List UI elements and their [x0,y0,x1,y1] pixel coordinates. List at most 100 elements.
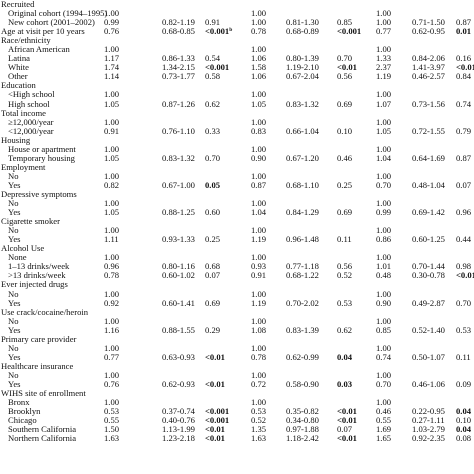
p-value-3-text: 0.07 [456,179,472,190]
odds-ratio-3: 0.70 [376,379,391,389]
row-label: Yes [8,324,21,335]
p-value-1-text: 0.60 [205,207,221,218]
odds-ratio-2: 1.00 [251,226,266,235]
row-label: Yes [8,207,21,218]
confidence-interval-1: 0.37-0.74 [162,407,195,416]
odds-ratio-3-text: 1.00 [376,342,392,353]
odds-ratio-2: 1.00 [251,171,266,181]
table-row: No 1.00 1.00 1.00 [0,289,474,299]
odds-ratio-2: 1.08 [251,325,266,335]
odds-ratio-3-text: 1.33 [376,53,392,64]
confidence-interval-1-text: 0.60-1.41 [162,297,195,308]
p-value-1: 0.69 [205,298,220,308]
p-value-2: 0.69 [337,208,352,217]
confidence-interval-2-text: 0.77-1.18 [286,261,319,272]
p-value-3: 0.96 [456,208,471,217]
confidence-interval-3-text: 0.72-1.55 [412,125,445,136]
odds-ratio-2: 1.00 [251,9,266,18]
p-value-1-text: 0.68 [205,261,221,272]
p-value-2-text: <0.01 [337,433,357,444]
table-section-header: Total income [0,108,474,118]
p-value-3-text: 0.98 [456,261,472,272]
confidence-interval-3: 0.50-1.07 [412,352,445,362]
row-label: Employment [1,161,46,172]
odds-ratio-1: 0.53 [104,407,119,416]
confidence-interval-3-text: 0.46-1.06 [412,378,445,389]
odds-ratio-3: 0.86 [376,235,391,244]
odds-ratio-1-text: 1.50 [104,424,120,435]
odds-ratio-2: 0.78 [251,27,266,36]
p-value-3-text: 0.44 [456,234,472,245]
odds-ratio-1-text: 0.96 [104,261,120,272]
odds-ratio-3-text: 1.00 [376,369,392,380]
confidence-interval-3-text: 0.64-1.69 [412,152,445,163]
confidence-interval-2-text: 1.19-2.10 [286,62,319,73]
row-label: WIHS site of enrollment [1,388,86,399]
odds-ratio-2: 1.00 [251,398,266,407]
confidence-interval-3-text: 1.03-2.79 [412,424,445,435]
confidence-interval-3: 0.84-2.06 [412,54,445,63]
p-value-2: 0.53 [337,298,352,308]
odds-ratio-2: 1.00 [251,253,266,262]
odds-ratio-1: 1.00 [104,144,119,154]
p-value-3-text: 0.10 [456,415,472,426]
p-value-2-text: 0.52 [337,270,353,281]
odds-ratio-1: 1.63 [104,434,119,443]
p-value-3: 0.09 [456,379,471,389]
odds-ratio-2-text: 0.72 [251,378,267,389]
odds-ratio-2: 1.00 [251,144,266,154]
odds-ratio-2-text: 1.19 [251,234,267,245]
odds-ratio-3: 1.05 [376,126,391,136]
confidence-interval-1: 0.80-1.16 [162,262,195,271]
confidence-interval-3: 0.48-1.04 [412,180,445,190]
odds-ratio-1: 1.00 [104,226,119,235]
odds-ratio-2: 1.00 [251,316,266,326]
confidence-interval-1-text: 0.68-0.85 [162,26,195,37]
confidence-interval-2-text: 0.68-1.10 [286,179,319,190]
odds-ratio-2-text: 0.52 [251,415,267,426]
odds-ratio-3-text: 1.69 [376,424,392,435]
confidence-interval-2-text: 0.83-1.32 [286,98,319,109]
odds-ratio-2: 1.06 [251,72,266,81]
p-value-3: 0.87 [456,153,471,163]
confidence-interval-1: 0.83-1.32 [162,153,195,163]
row-label: Age at visit per 10 years [1,26,85,37]
confidence-interval-2-text: 0.67-2.04 [286,71,319,82]
odds-ratio-1-text: 1.11 [104,234,119,245]
odds-ratio-2: 1.00 [251,90,266,99]
table-row: <12,000/year 0.91 0.76-1.10 0.33 0.83 0.66-1.… [0,125,474,136]
table-section-header: Employment [0,161,474,172]
odds-ratio-3: 0.55 [376,416,391,425]
p-value-3: 0.04 [456,425,471,434]
odds-ratio-1: 1.00 [104,253,119,262]
odds-ratio-2-text: 0.78 [251,351,267,362]
odds-ratio-1: 1.00 [104,9,119,18]
odds-ratio-1: 1.00 [104,117,119,127]
p-value-3: 0.16 [456,54,471,63]
table-row: Original cohort (1994–1995) 1.00 1.00 1.00 [0,8,474,18]
confidence-interval-2-text: 0.58-0.90 [286,378,319,389]
p-value-2-text: 0.46 [337,152,353,163]
odds-ratio-1: 1.14 [104,72,119,81]
confidence-interval-3: 1.41-3.97 [412,63,445,72]
odds-ratio-3: 0.99 [376,208,391,217]
p-value-2-text: 0.03 [337,378,353,389]
confidence-interval-3-text: 0.27-1.11 [412,415,445,426]
confidence-interval-1: 0.60-1.41 [162,297,195,308]
table-row: 1–13 drinks/week 0.96 0.80-1.16 0.68 0.93 0.7… [0,262,474,271]
confidence-interval-2: 0.68-1.10 [286,179,319,190]
p-value-1: 0.54 [205,54,220,63]
odds-ratio-2-text: 0.78 [251,26,267,37]
confidence-interval-1: 0.68-0.85 [162,27,195,36]
p-value-2: 0.04 [337,352,352,362]
odds-ratio-3-text: 1.00 [376,315,392,326]
confidence-interval-2-text: 0.80-1.39 [286,53,319,64]
odds-ratio-1: 1.00 [104,171,119,181]
odds-ratio-2-text: 0.93 [251,261,267,272]
p-value-1-text: <0.001 [205,26,230,37]
p-value-3: 0.11 [456,352,471,362]
confidence-interval-1: 1.34-2.15 [162,63,195,72]
p-value-3: <0.01 [456,63,474,72]
confidence-interval-2-text: 0.67-1.20 [286,152,319,163]
odds-ratio-3-text: 0.86 [376,234,392,245]
